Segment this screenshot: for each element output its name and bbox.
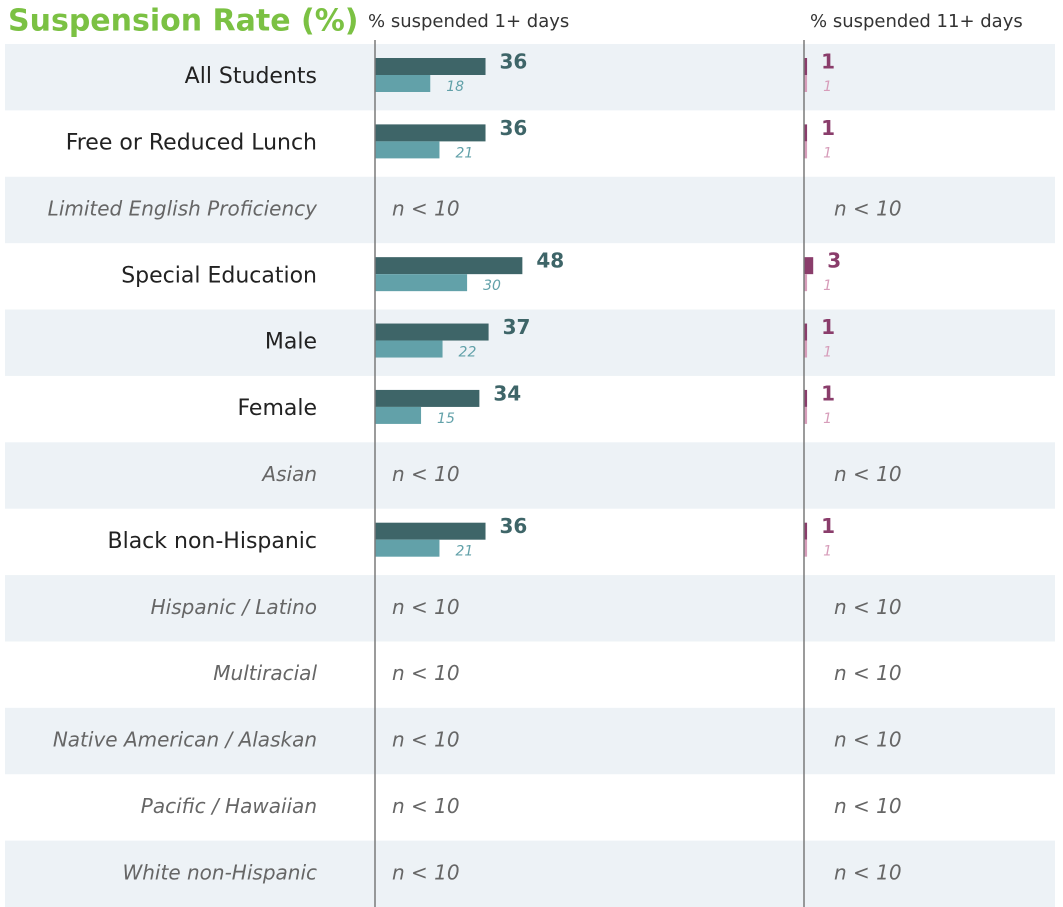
value-label: 1 — [823, 79, 832, 95]
value-label: 1 — [821, 315, 835, 339]
bar — [375, 389, 480, 407]
suppressed-label: n < 10 — [392, 595, 460, 619]
row-band — [5, 707, 1055, 775]
suppressed-label: n < 10 — [834, 860, 902, 884]
value-label: 1 — [821, 514, 835, 538]
value-label: 36 — [500, 116, 528, 140]
row-band — [5, 840, 1055, 907]
bar — [375, 406, 422, 424]
bar — [804, 257, 814, 275]
bar — [804, 323, 808, 341]
value-label: 1 — [821, 381, 835, 405]
category-label: All Students — [185, 64, 317, 89]
panel-header: % suspended 1+ days — [368, 11, 569, 32]
bar — [804, 539, 808, 557]
suppressed-label: n < 10 — [834, 728, 902, 752]
suppressed-label: n < 10 — [392, 860, 460, 884]
bar — [804, 58, 808, 75]
value-label: 21 — [455, 544, 473, 560]
value-label: 1 — [823, 145, 832, 161]
row-band — [5, 442, 1055, 509]
value-label: 1 — [823, 544, 832, 560]
value-label: 48 — [536, 249, 564, 273]
bar — [804, 141, 808, 159]
suppressed-label: n < 10 — [392, 196, 460, 220]
bar — [804, 124, 808, 142]
bar — [804, 75, 808, 92]
category-label: Hispanic / Latino — [151, 595, 317, 619]
value-label: 15 — [437, 411, 455, 427]
suppressed-label: n < 10 — [834, 794, 902, 818]
bar — [804, 274, 808, 292]
chart-title: Suspension Rate (%) — [8, 4, 359, 39]
row-band — [5, 176, 1055, 244]
suppressed-label: n < 10 — [834, 661, 902, 685]
value-label: 1 — [821, 50, 835, 74]
row-band — [5, 309, 1055, 376]
value-label: 21 — [455, 145, 473, 161]
value-label: 36 — [500, 514, 528, 538]
bar — [375, 274, 468, 292]
suppressed-label: n < 10 — [392, 462, 460, 486]
bar — [375, 340, 443, 358]
suppressed-label: n < 10 — [392, 794, 460, 818]
category-label: Limited English Proficiency — [48, 196, 318, 220]
value-label: 3 — [827, 249, 841, 273]
suppressed-label: n < 10 — [834, 196, 902, 220]
value-label: 1 — [823, 411, 832, 427]
bar — [375, 124, 486, 142]
category-label: Female — [237, 396, 317, 421]
bar — [375, 522, 486, 540]
row-band — [5, 44, 1055, 111]
category-label: Male — [265, 330, 317, 355]
bar — [375, 58, 486, 75]
bar — [804, 522, 808, 540]
bar — [804, 340, 808, 358]
value-label: 22 — [459, 345, 477, 361]
suppressed-label: n < 10 — [392, 728, 460, 752]
row-band — [5, 575, 1055, 642]
panel-header: % suspended 11+ days — [810, 11, 1023, 32]
category-label: Pacific / Hawaiian — [141, 794, 317, 818]
bar — [375, 323, 489, 341]
value-label: 36 — [500, 50, 528, 74]
category-label: Free or Reduced Lunch — [66, 131, 317, 156]
category-label: Asian — [260, 462, 317, 486]
suppressed-label: n < 10 — [392, 661, 460, 685]
category-label: Multiracial — [213, 661, 317, 685]
suppressed-label: n < 10 — [834, 595, 902, 619]
category-label: Black non-Hispanic — [107, 529, 317, 554]
bar — [375, 539, 440, 557]
value-label: 1 — [821, 116, 835, 140]
bar — [375, 257, 523, 275]
value-label: 30 — [483, 278, 501, 294]
suppressed-label: n < 10 — [834, 462, 902, 486]
value-label: 37 — [503, 315, 531, 339]
value-label: 1 — [823, 278, 832, 294]
bar — [804, 406, 808, 424]
bar — [804, 389, 808, 407]
value-label: 1 — [823, 345, 832, 361]
bar — [375, 141, 440, 159]
value-label: 34 — [493, 381, 521, 405]
category-label: Native American / Alaskan — [53, 728, 317, 752]
category-label: White non-Hispanic — [122, 860, 317, 884]
bar — [375, 75, 431, 92]
category-label: Special Education — [121, 263, 317, 288]
value-label: 18 — [446, 79, 464, 95]
